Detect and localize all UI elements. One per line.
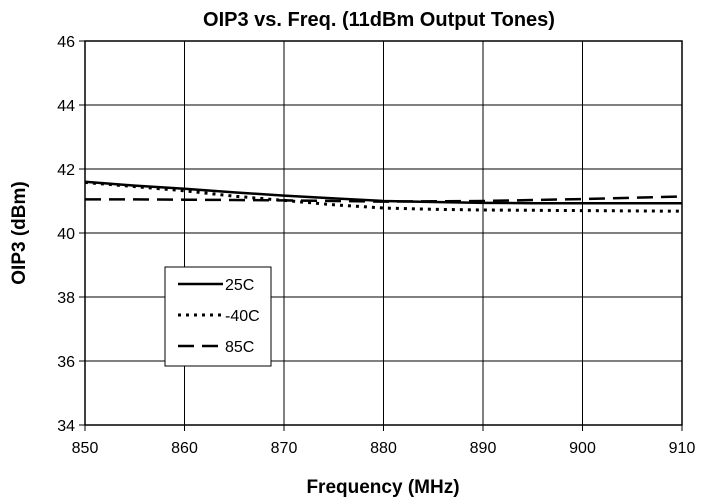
y-tick-label: 40 — [57, 226, 75, 243]
legend-label: -40C — [225, 308, 260, 325]
series-line-3 — [85, 195, 683, 203]
legend-label: 85C — [225, 339, 254, 356]
x-tick-label: 880 — [370, 440, 397, 457]
y-tick-label: 36 — [57, 354, 75, 371]
x-tick-label: 890 — [470, 440, 497, 457]
y-tick-label: 38 — [57, 290, 75, 307]
y-tick-label: 34 — [57, 418, 75, 435]
x-tick-label: 870 — [271, 440, 298, 457]
series-lines — [84, 180, 683, 213]
x-tick-label: 900 — [569, 440, 596, 457]
y-tick-label: 46 — [57, 34, 75, 51]
chart-title: OIP3 vs. Freq. (11dBm Output Tones) — [203, 9, 555, 31]
grid — [84, 40, 683, 426]
y-tick-labels: 34 36 38 40 42 44 46 — [57, 34, 85, 435]
series-line-2 — [84, 180, 683, 213]
y-tick-label: 42 — [57, 162, 75, 179]
x-tick-label: 860 — [171, 440, 198, 457]
x-axis-label: Frequency (MHz) — [306, 477, 459, 498]
x-tick-labels: 850 860 870 880 890 900 910 — [72, 425, 696, 457]
legend-label: 25C — [225, 277, 254, 294]
legend: 25C -40C 85C — [164, 266, 272, 367]
y-axis-label: OIP3 (dBm) — [9, 181, 30, 284]
x-tick-label: 850 — [72, 440, 99, 457]
y-tick-label: 44 — [57, 98, 75, 115]
x-tick-label: 910 — [669, 440, 696, 457]
